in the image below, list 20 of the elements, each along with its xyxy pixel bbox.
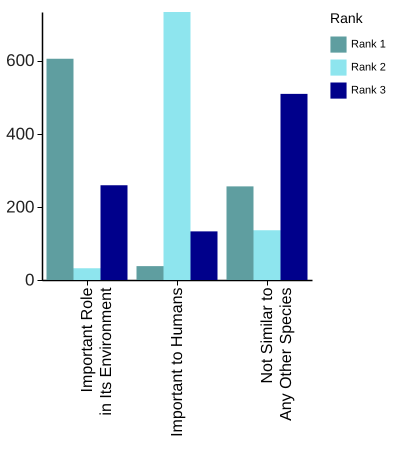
legend-label: Rank 2 [351,62,386,74]
y-tick-label: 200 [6,197,34,216]
bar [74,268,100,280]
x-tick-label: Important to Humans [169,288,186,437]
legend-label: Rank 3 [351,84,386,96]
y-tick-label: 600 [6,51,34,70]
x-tick-label: Not Similar to Any Other Species [259,287,295,421]
x-tick-label: Important Role in Its Environment [79,286,115,416]
bar [164,12,190,280]
bar [46,58,74,280]
legend-title: Rank [330,10,364,26]
bar [254,230,280,280]
bar [100,185,128,280]
bar [280,94,308,280]
y-tick-label: 0 [25,270,34,290]
bar [190,231,218,280]
bar [136,266,164,280]
y-tick-label: 400 [6,124,34,144]
legend-label: Rank 1 [351,38,386,50]
bar [226,186,254,280]
